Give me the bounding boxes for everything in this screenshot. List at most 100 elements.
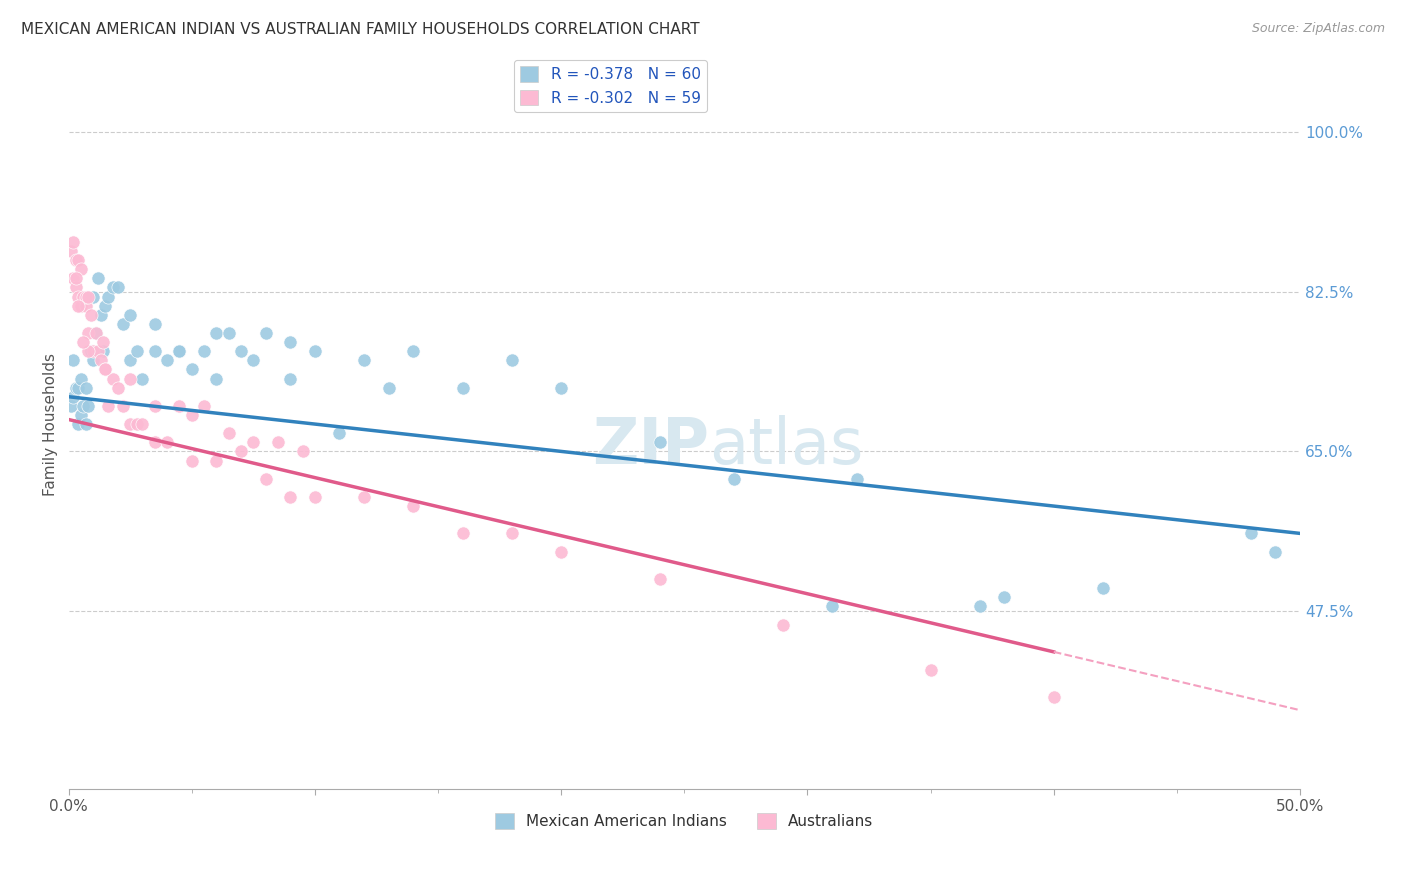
Point — [353, 490, 375, 504]
Point — [87, 271, 110, 285]
Point — [648, 572, 671, 586]
Point — [80, 308, 103, 322]
Point — [304, 344, 326, 359]
Point — [111, 317, 134, 331]
Point — [218, 326, 240, 340]
Point — [94, 362, 117, 376]
Point — [267, 435, 290, 450]
Point — [62, 353, 84, 368]
Point — [229, 444, 252, 458]
Point — [377, 381, 399, 395]
Point — [72, 334, 94, 349]
Point — [501, 353, 523, 368]
Point — [72, 399, 94, 413]
Point — [229, 344, 252, 359]
Point — [127, 417, 149, 431]
Point — [75, 289, 97, 303]
Point — [67, 417, 90, 431]
Point — [120, 353, 142, 368]
Point — [169, 344, 191, 359]
Text: Source: ZipAtlas.com: Source: ZipAtlas.com — [1251, 22, 1385, 36]
Point — [1264, 544, 1286, 558]
Point — [82, 353, 104, 368]
Point — [131, 417, 153, 431]
Point — [993, 590, 1015, 604]
Point — [1091, 581, 1114, 595]
Text: MEXICAN AMERICAN INDIAN VS AUSTRALIAN FAMILY HOUSEHOLDS CORRELATION CHART: MEXICAN AMERICAN INDIAN VS AUSTRALIAN FA… — [21, 22, 700, 37]
Point — [156, 353, 179, 368]
Point — [65, 381, 87, 395]
Point — [131, 371, 153, 385]
Point — [75, 417, 97, 431]
Point — [648, 435, 671, 450]
Point — [70, 371, 93, 385]
Point — [59, 399, 82, 413]
Point — [218, 426, 240, 441]
Point — [772, 617, 794, 632]
Point — [291, 444, 314, 458]
Point — [87, 344, 110, 359]
Point — [278, 334, 301, 349]
Point — [94, 362, 117, 376]
Point — [90, 353, 112, 368]
Point — [451, 526, 474, 541]
Point — [205, 371, 228, 385]
Point — [143, 317, 166, 331]
Point — [70, 262, 93, 277]
Point — [65, 271, 87, 285]
Point — [723, 472, 745, 486]
Point — [205, 453, 228, 467]
Point — [169, 399, 191, 413]
Point — [65, 280, 87, 294]
Point — [77, 289, 100, 303]
Point — [402, 344, 425, 359]
Point — [67, 289, 90, 303]
Point — [304, 490, 326, 504]
Point — [156, 435, 179, 450]
Point — [62, 390, 84, 404]
Point — [107, 280, 129, 294]
Point — [451, 381, 474, 395]
Point — [969, 599, 991, 614]
Point — [120, 371, 142, 385]
Point — [920, 663, 942, 677]
Point — [94, 299, 117, 313]
Point — [254, 326, 277, 340]
Point — [278, 490, 301, 504]
Point — [550, 381, 572, 395]
Point — [193, 344, 215, 359]
Point — [82, 289, 104, 303]
Point — [120, 308, 142, 322]
Point — [328, 426, 350, 441]
Point — [550, 544, 572, 558]
Point — [70, 299, 93, 313]
Point — [72, 289, 94, 303]
Point — [143, 435, 166, 450]
Point — [77, 344, 100, 359]
Point — [75, 381, 97, 395]
Point — [97, 399, 120, 413]
Point — [180, 453, 202, 467]
Point — [821, 599, 844, 614]
Point — [67, 381, 90, 395]
Point — [127, 344, 149, 359]
Text: atlas: atlas — [709, 415, 863, 477]
Point — [143, 344, 166, 359]
Point — [65, 253, 87, 268]
Point — [91, 334, 114, 349]
Point — [1240, 526, 1263, 541]
Point — [402, 499, 425, 513]
Point — [254, 472, 277, 486]
Point — [120, 417, 142, 431]
Point — [77, 326, 100, 340]
Point — [107, 381, 129, 395]
Point — [1042, 690, 1064, 705]
Point — [101, 280, 124, 294]
Point — [82, 344, 104, 359]
Point — [101, 371, 124, 385]
Point — [845, 472, 868, 486]
Point — [84, 326, 107, 340]
Point — [67, 253, 90, 268]
Point — [242, 353, 264, 368]
Point — [169, 344, 191, 359]
